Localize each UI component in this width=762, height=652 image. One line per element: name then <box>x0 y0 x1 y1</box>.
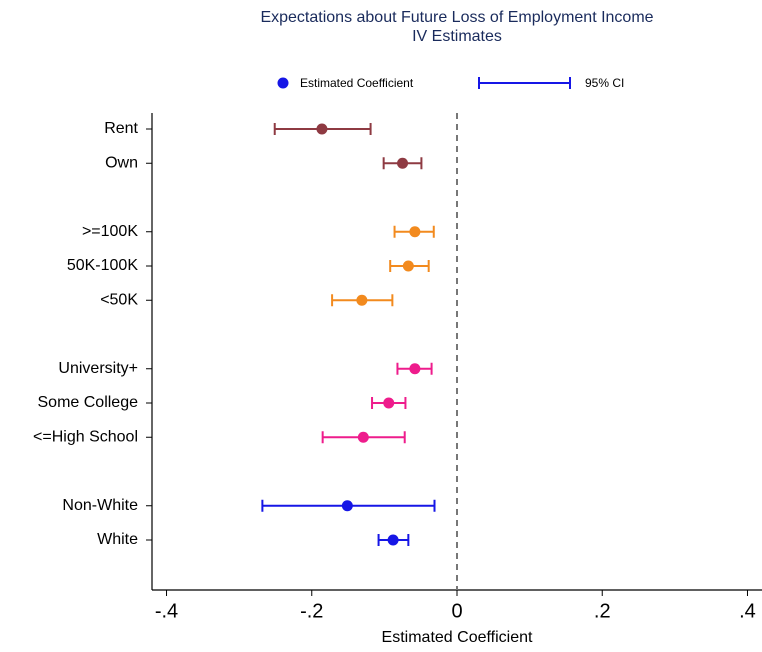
x-tick-label: .2 <box>594 600 611 622</box>
point <box>341 500 353 512</box>
y-tick-label: <50K <box>100 291 138 308</box>
point <box>357 431 369 443</box>
x-axis-title: Estimated Coefficient <box>382 629 533 646</box>
y-tick-label: University+ <box>58 360 138 377</box>
x-tick-label: -.2 <box>300 600 323 622</box>
x-tick-label: 0 <box>451 600 462 622</box>
y-tick-label: White <box>97 531 138 548</box>
point <box>402 260 414 272</box>
chart-subtitle: IV Estimates <box>412 28 502 45</box>
point <box>409 226 421 238</box>
y-tick-label: Non-White <box>62 497 138 514</box>
y-tick-label: Own <box>105 154 138 171</box>
y-tick-label: Rent <box>104 120 138 137</box>
point <box>387 534 399 546</box>
point <box>397 157 409 169</box>
chart-title: Expectations about Future Loss of Employ… <box>260 9 653 26</box>
y-tick-label: 50K-100K <box>67 257 138 274</box>
y-tick-label: Some College <box>38 394 139 411</box>
y-tick-label: <=High School <box>33 428 138 445</box>
x-tick-label: -.4 <box>155 600 178 622</box>
legend-marker <box>277 77 289 89</box>
x-tick-label: .4 <box>739 600 756 622</box>
point <box>356 294 368 306</box>
y-tick-label: >=100K <box>82 223 138 240</box>
legend-label: Estimated Coefficient <box>300 76 414 90</box>
point <box>409 363 421 375</box>
point <box>316 123 328 135</box>
legend-label: 95% CI <box>585 76 624 90</box>
point <box>383 397 395 409</box>
